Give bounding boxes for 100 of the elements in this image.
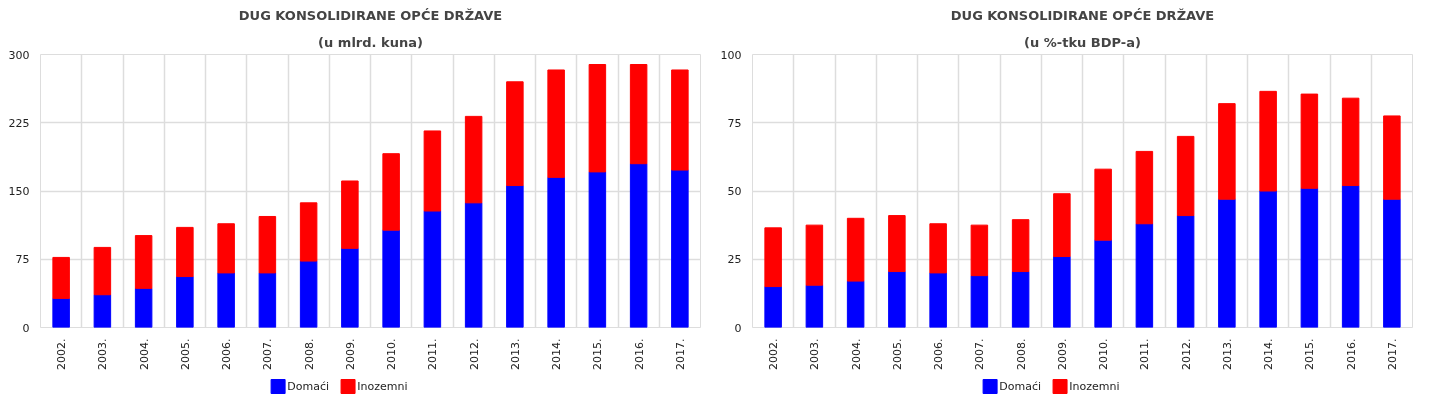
bar	[1135, 223, 1154, 328]
chart-title: DUG KONSOLIDIRANE OPĆE DRŽAVE	[950, 7, 1215, 23]
bar	[382, 153, 400, 231]
legend-label: Domaći	[287, 380, 330, 393]
y-tick-label: 75	[727, 116, 742, 130]
x-tick-label: 2017.	[1385, 338, 1399, 370]
bar	[1341, 97, 1360, 187]
bar	[1300, 93, 1319, 189]
x-tick-label: 2009.	[343, 338, 357, 370]
y-tick-label: 100	[720, 48, 742, 62]
bar	[258, 272, 277, 328]
x-tick-label: 2014.	[1262, 338, 1276, 370]
x-tick-label: 2009.	[1055, 338, 1069, 370]
bar	[1094, 168, 1112, 241]
bar	[1176, 215, 1195, 328]
x-tick-label: 2007.	[261, 338, 275, 370]
bar	[93, 246, 112, 296]
bar	[888, 271, 906, 328]
x-tick-label: 2005.	[178, 338, 192, 370]
bar	[588, 64, 607, 173]
x-tick-label: 2011.	[1138, 338, 1152, 370]
x-tick-label: 2010.	[1097, 338, 1111, 370]
legend-label: Domaći	[999, 380, 1042, 393]
bar	[299, 260, 318, 328]
bar	[134, 287, 153, 328]
bar	[299, 202, 318, 262]
x-tick-label: 2012.	[1179, 338, 1193, 370]
bar	[764, 286, 782, 328]
x-tick-label: 2002.	[767, 338, 781, 370]
y-tick-label: 0	[734, 321, 742, 335]
bar	[846, 217, 865, 282]
bar	[805, 224, 824, 286]
bar	[176, 226, 194, 278]
x-tick-label: 2005.	[890, 338, 904, 370]
bar	[93, 294, 112, 328]
bar	[217, 223, 235, 274]
x-tick-label: 2011.	[426, 338, 440, 370]
bar	[1218, 103, 1236, 200]
x-tick-label: 2017.	[673, 338, 687, 370]
bar	[671, 169, 689, 328]
x-tick-label: 2006.	[932, 338, 946, 370]
bar	[341, 247, 359, 328]
bar	[929, 223, 947, 274]
bar	[1259, 90, 1277, 192]
bar	[1300, 187, 1319, 328]
x-tick-label: 2008.	[302, 338, 316, 370]
bar	[506, 81, 524, 187]
bar	[1341, 185, 1360, 328]
x-tick-label: 2003.	[808, 338, 822, 370]
x-tick-label: 2002.	[55, 338, 69, 370]
y-tick-label: 50	[727, 185, 742, 198]
bar	[629, 163, 648, 328]
bar	[547, 176, 565, 328]
legend-label: Inozemni	[357, 380, 408, 393]
bar	[1053, 256, 1071, 328]
x-tick-label: 2014.	[550, 338, 564, 370]
x-tick-label: 2003.	[96, 338, 110, 370]
x-tick-label: 2010.	[385, 338, 399, 370]
bar	[1176, 135, 1195, 217]
y-tick-label: 75	[15, 253, 30, 267]
chart-subtitle: (u mlrd. kuna)	[318, 34, 423, 50]
y-tick-label: 225	[8, 116, 30, 130]
bar	[1011, 219, 1030, 273]
bar	[1135, 150, 1154, 225]
bar	[1011, 271, 1030, 328]
x-tick-label: 2016.	[632, 338, 646, 370]
bar	[1383, 115, 1401, 200]
bar	[423, 130, 442, 212]
x-tick-label: 2013.	[508, 338, 522, 370]
bar	[217, 272, 235, 328]
x-tick-label: 2004.	[849, 338, 863, 370]
bar	[52, 256, 70, 299]
chart-subtitle: (u %-tku BDP-a)	[1024, 34, 1141, 50]
bar	[506, 185, 524, 328]
bar	[1259, 190, 1277, 328]
x-tick-label: 2015.	[1303, 338, 1317, 370]
legend-label: Inozemni	[1069, 380, 1120, 393]
bar	[805, 284, 824, 328]
bar	[970, 224, 989, 277]
bar	[588, 171, 607, 328]
bar	[464, 202, 483, 328]
x-tick-label: 2016.	[1344, 338, 1358, 370]
bar	[1094, 239, 1112, 328]
bar	[423, 210, 442, 328]
bar	[134, 235, 153, 289]
x-tick-label: 2007.	[973, 338, 987, 370]
bar	[629, 64, 648, 165]
bar	[464, 115, 483, 204]
x-tick-label: 2013.	[1220, 338, 1234, 370]
x-tick-label: 2004.	[137, 338, 151, 370]
bar	[970, 275, 989, 328]
bar	[176, 276, 194, 328]
bar	[929, 272, 947, 328]
bar	[341, 180, 359, 249]
bar	[764, 227, 782, 288]
y-tick-label: 300	[8, 48, 30, 62]
x-tick-label: 2008.	[1014, 338, 1028, 370]
bar	[1218, 198, 1236, 328]
bar	[547, 69, 565, 178]
y-tick-label: 0	[22, 321, 30, 335]
